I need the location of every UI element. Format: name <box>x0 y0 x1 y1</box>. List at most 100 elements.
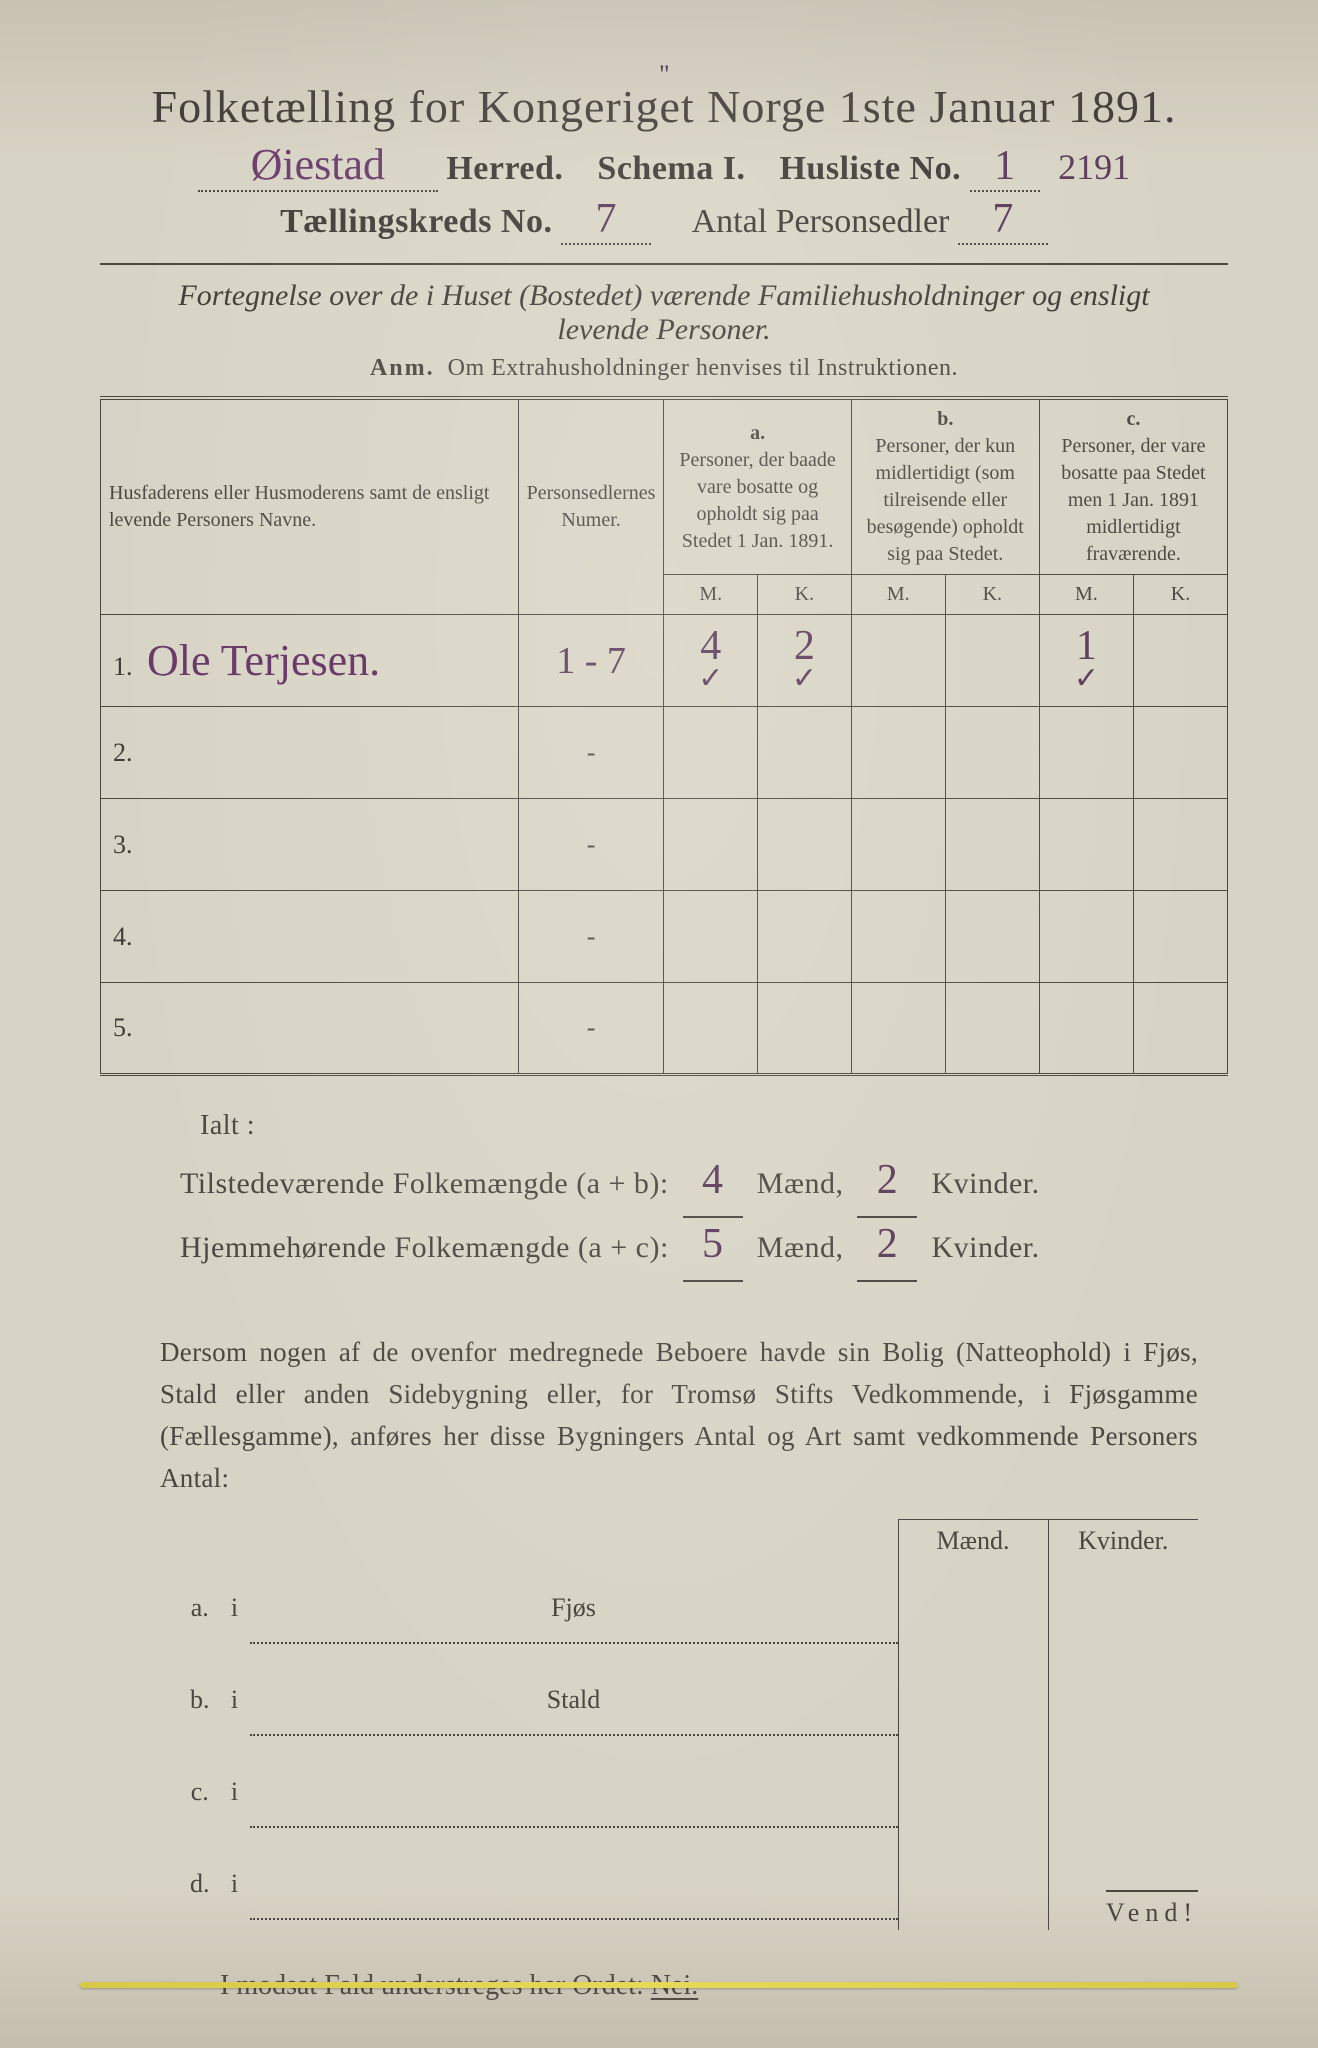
cell-b_k <box>945 983 1039 1075</box>
outb-label: d. <box>180 1838 220 1930</box>
ialt-label: Ialt : <box>200 1098 1198 1154</box>
cell-num: - <box>518 983 664 1075</box>
outb-k <box>1048 1654 1198 1746</box>
outb-m <box>898 1654 1048 1746</box>
cell-a_k <box>758 891 852 983</box>
cell-c_k <box>1134 891 1228 983</box>
outb-th-m: Mænd. <box>898 1520 1048 1563</box>
cell-c_m: 1✓ <box>1039 615 1133 707</box>
table-row: 2.- <box>101 707 1228 799</box>
cell-c_m <box>1039 891 1133 983</box>
th-c-m: M. <box>1039 575 1133 615</box>
total-present-line: Tilstedeværende Folkemængde (a + b): 4 M… <box>180 1154 1198 1218</box>
outb-name: Stald <box>250 1654 899 1746</box>
kreds-no-handwritten: 7 <box>595 196 616 242</box>
form-note: Anm. Om Extrahusholdninger henvises til … <box>100 355 1228 382</box>
outb-row: a.iFjøs <box>180 1562 1198 1654</box>
herred-handwritten: Øiestad <box>251 140 385 189</box>
outb-m <box>898 1838 1048 1930</box>
cell-num: - <box>518 707 664 799</box>
table-row: 3.- <box>101 799 1228 891</box>
cell-c_m <box>1039 983 1133 1075</box>
outb-m <box>898 1746 1048 1838</box>
census-form-page: " Folketælling for Kongeriget Norge 1ste… <box>0 0 1318 2048</box>
cell-b_k <box>945 615 1039 707</box>
cell-name: 4. <box>101 891 519 983</box>
schema-label: Schema I. <box>597 150 745 187</box>
husliste-label: Husliste No. <box>779 150 961 187</box>
cell-name: 2. <box>101 707 519 799</box>
cell-a_m: 4✓ <box>664 615 758 707</box>
th-c-top: c. Personer, der vare bosatte paa Stedet… <box>1039 398 1227 575</box>
outb-label: c. <box>180 1746 220 1838</box>
form-description: Fortegnelse over de i Huset (Bostedet) v… <box>140 279 1188 347</box>
totals-block: Ialt : Tilstedeværende Folkemængde (a + … <box>180 1098 1198 1282</box>
cell-c_k <box>1134 707 1228 799</box>
table-row: 5.- <box>101 983 1228 1075</box>
kreds-line: Tællingskreds No. 7 Antal Personsedler 7 <box>100 198 1228 245</box>
outbuildings-table: Mænd. Kvinder. a.iFjøsb.iStaldc.id.i <box>180 1519 1198 1930</box>
th-personsedler: Personsedlernes Numer. <box>518 398 664 615</box>
cell-c_m <box>1039 799 1133 891</box>
outb-i: i <box>220 1654 250 1746</box>
cell-c_k <box>1134 615 1228 707</box>
cell-name: 5. <box>101 983 519 1075</box>
cell-num: 1 - 7 <box>518 615 664 707</box>
herred-label: Herred. <box>446 150 563 187</box>
vend-label: Vend! <box>1106 1890 1198 1928</box>
resident-m-handwritten: 5 <box>702 1221 724 1267</box>
cell-a_k: 2✓ <box>758 615 852 707</box>
outb-k <box>1048 1562 1198 1654</box>
cell-b_m <box>851 707 945 799</box>
cell-b_m <box>851 615 945 707</box>
cell-c_k <box>1134 983 1228 1075</box>
outb-name <box>250 1838 899 1930</box>
stray-mark: " <box>659 60 670 90</box>
cell-name: 3. <box>101 799 519 891</box>
cell-b_m <box>851 983 945 1075</box>
present-k-handwritten: 2 <box>877 1157 899 1203</box>
outb-th-k: Kvinder. <box>1048 1520 1198 1563</box>
th-b-m: M. <box>851 575 945 615</box>
outb-row: b.iStald <box>180 1654 1198 1746</box>
cell-c_m <box>1039 707 1133 799</box>
th-b-top: b. Personer, der kun midlertidigt (som t… <box>851 398 1039 575</box>
table-row: 1.Ole Terjesen.1 - 74✓2✓1✓ <box>101 615 1228 707</box>
cell-a_m <box>664 891 758 983</box>
outb-label: a. <box>180 1562 220 1654</box>
table-row: 4.- <box>101 891 1228 983</box>
name-handwritten: Ole Terjesen. <box>147 636 380 685</box>
cell-b_k <box>945 891 1039 983</box>
outb-m <box>898 1562 1048 1654</box>
margin-note-handwritten: 2191 <box>1058 147 1130 187</box>
outbuilding-paragraph: Dersom nogen af de ovenfor medregnede Be… <box>160 1332 1198 1499</box>
present-m-handwritten: 4 <box>702 1157 724 1203</box>
outb-name: Fjøs <box>250 1562 899 1654</box>
outb-row: c.i <box>180 1746 1198 1838</box>
outb-i: i <box>220 1562 250 1654</box>
cell-num: - <box>518 891 664 983</box>
th-c-k: K. <box>1134 575 1228 615</box>
cell-a_k <box>758 799 852 891</box>
cell-a_m <box>664 707 758 799</box>
resident-k-handwritten: 2 <box>877 1221 899 1267</box>
husliste-no-handwritten: 1 <box>994 143 1015 189</box>
outb-label: b. <box>180 1654 220 1746</box>
outb-name <box>250 1746 899 1838</box>
cell-b_m <box>851 799 945 891</box>
kreds-label: Tællingskreds No. <box>280 203 552 240</box>
cell-b_k <box>945 707 1039 799</box>
cell-a_k <box>758 707 852 799</box>
th-a-m: M. <box>664 575 758 615</box>
cell-num: - <box>518 799 664 891</box>
cell-a_m <box>664 983 758 1075</box>
outb-k <box>1048 1746 1198 1838</box>
th-a-top: a. Personer, der baade vare bosatte og o… <box>664 398 851 575</box>
cell-a_m <box>664 799 758 891</box>
outb-row: d.i <box>180 1838 1198 1930</box>
antal-handwritten: 7 <box>992 196 1013 242</box>
outb-i: i <box>220 1746 250 1838</box>
cell-b_k <box>945 799 1039 891</box>
total-resident-line: Hjemmehørende Folkemængde (a + c): 5 Mæn… <box>180 1218 1198 1282</box>
th-b-k: K. <box>945 575 1039 615</box>
